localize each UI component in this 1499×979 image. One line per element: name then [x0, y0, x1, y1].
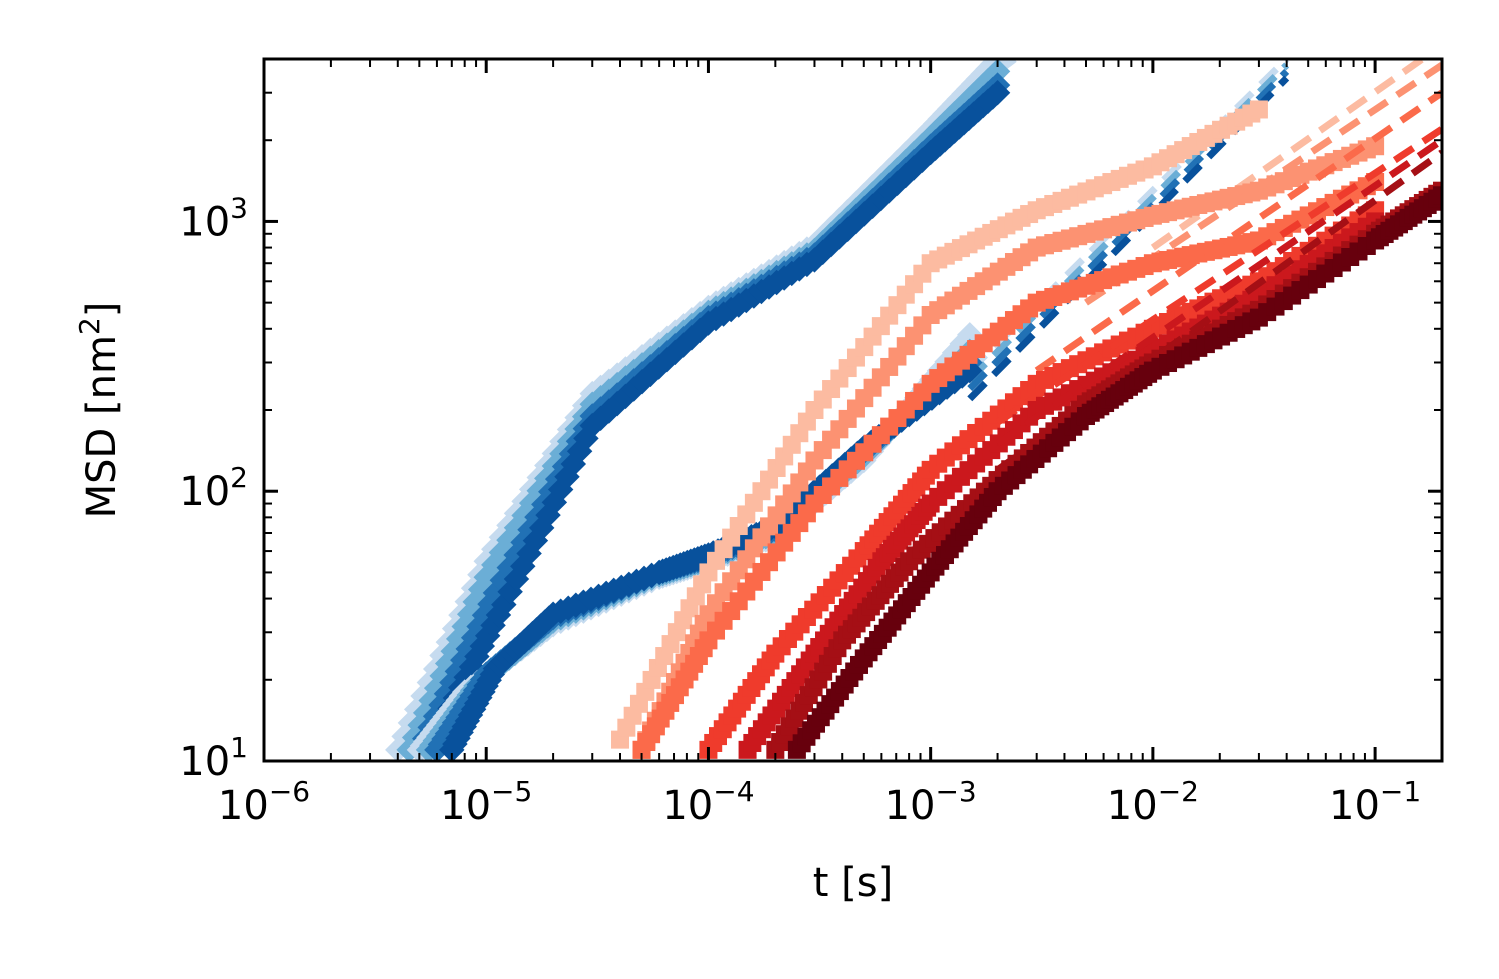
y-axis-label-tail: ] — [79, 302, 125, 318]
data-point — [984, 79, 1011, 106]
x-tick-label: 10−3 — [885, 775, 977, 829]
x-tick-exponent: −4 — [713, 775, 754, 808]
x-tick-label: 10−1 — [1329, 775, 1421, 829]
series-red-10 — [632, 89, 1442, 759]
y-axis-label-exp: 2 — [73, 317, 106, 335]
data-point — [1366, 137, 1385, 156]
x-tick-base: 10 — [1329, 783, 1380, 829]
y-tick-exponent: 3 — [230, 191, 248, 224]
y-tick-label: 102 — [179, 461, 248, 515]
data-point — [1433, 186, 1442, 205]
y-tick-base: 10 — [179, 469, 230, 515]
y-tick-label: 101 — [179, 731, 248, 785]
y-tick-base: 10 — [179, 199, 230, 245]
y-tick-label: 103 — [179, 191, 248, 245]
y-axis-label: MSD [nm2] — [73, 302, 125, 519]
x-tick-base: 10 — [885, 783, 936, 829]
fit-line — [995, 149, 1442, 473]
fit-line — [995, 137, 1442, 447]
fit-line — [1150, 59, 1429, 251]
fit-line — [995, 126, 1442, 426]
x-tick-label: 10−5 — [440, 775, 532, 829]
x-tick-label: 10−6 — [218, 775, 310, 829]
x-tick-exponent: −2 — [1158, 775, 1199, 808]
series-red-14 — [787, 186, 1442, 759]
data-series-layer — [385, 59, 1442, 761]
series-red-8 — [611, 59, 1429, 749]
x-tick-label: 10−4 — [662, 775, 754, 829]
x-tick-base: 10 — [218, 783, 269, 829]
axis-ticks — [262, 58, 1443, 763]
x-tick-base: 10 — [662, 783, 713, 829]
fit-line — [1034, 89, 1442, 374]
data-point — [1249, 100, 1268, 119]
y-tick-base: 10 — [179, 739, 230, 785]
series-red-11 — [699, 126, 1442, 759]
x-tick-exponent: −1 — [1380, 775, 1421, 808]
x-tick-exponent: −5 — [491, 775, 532, 808]
y-tick-exponent: 2 — [230, 461, 248, 494]
x-tick-base: 10 — [1107, 783, 1158, 829]
x-tick-base: 10 — [440, 783, 491, 829]
y-tick-exponent: 1 — [230, 731, 248, 764]
x-axis-label: t [s] — [813, 860, 893, 906]
data-point — [984, 59, 1011, 85]
x-tick-labels: 10−6 10−5 10−4 10−3 10−2 10−1 — [218, 775, 1421, 829]
x-tick-exponent: −3 — [935, 775, 976, 808]
x-tick-label: 10−2 — [1107, 775, 1199, 829]
y-axis-label-main: MSD [nm — [79, 335, 125, 518]
x-tick-exponent: −6 — [269, 775, 310, 808]
